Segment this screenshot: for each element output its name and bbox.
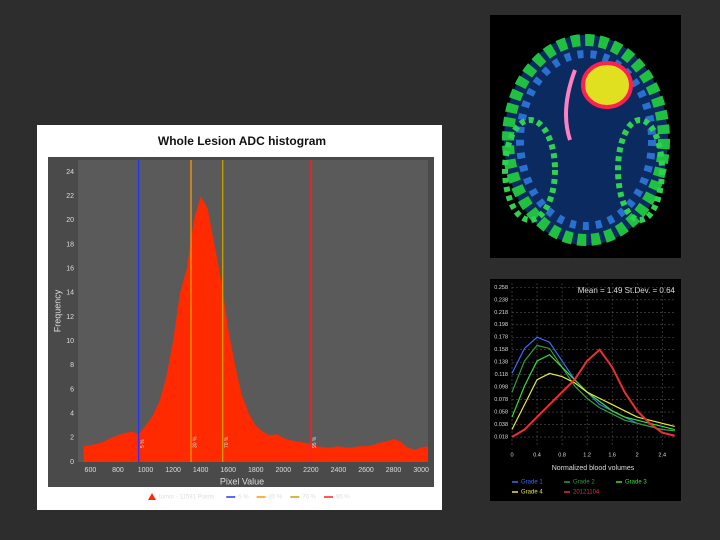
- x-tick-label: 800: [112, 467, 124, 474]
- y-tick-label: 0: [70, 459, 74, 466]
- legend-label: 5 %: [238, 495, 249, 501]
- y-tick-label: 20: [66, 217, 74, 224]
- y-tick-label: 0.098: [494, 385, 508, 391]
- y-tick-label: 2: [70, 435, 74, 442]
- legend-label: 95 %: [336, 495, 350, 501]
- cortex-inner: [516, 50, 656, 230]
- percentile-label: 30 %: [192, 436, 198, 448]
- x-tick-label: 1.2: [583, 452, 591, 458]
- y-tick-label: 0.078: [494, 397, 508, 403]
- y-tick-label: 12: [66, 314, 74, 321]
- series-line: [511, 348, 675, 438]
- legend-label: 30 %: [269, 495, 283, 501]
- x-tick-label: 0.4: [533, 452, 541, 458]
- legend-label: Grade 3: [625, 480, 647, 486]
- y-tick-label: 0.158: [494, 347, 508, 353]
- legend-label: tumor - 11591 Points: [159, 495, 214, 501]
- x-tick-label: 0.8: [558, 452, 566, 458]
- x-tick-label: 600: [85, 467, 97, 474]
- brain-image: [490, 15, 681, 258]
- x-tick-label: 2000: [276, 467, 292, 474]
- x-tick-label: 1400: [193, 467, 209, 474]
- x-tick-label: 1800: [248, 467, 264, 474]
- y-tick-label: 18: [66, 241, 74, 248]
- y-tick-label: 0.218: [494, 310, 508, 316]
- x-tick-label: 2: [636, 452, 639, 458]
- y-tick-label: 0.238: [494, 297, 508, 303]
- x-axis-label: Normalized blood volumes: [552, 465, 635, 472]
- x-tick-label: 2.4: [658, 452, 666, 458]
- chart-title: Whole Lesion ADC histogram: [158, 134, 326, 148]
- legend-label: 20121104: [573, 490, 600, 496]
- x-tick-label: 2400: [331, 467, 347, 474]
- x-tick-label: 1600: [220, 467, 236, 474]
- y-tick-label: 10: [66, 338, 74, 345]
- x-tick-label: 1200: [165, 467, 181, 474]
- x-tick-label: 2200: [303, 467, 319, 474]
- legend-label: Grade 2: [573, 480, 595, 486]
- x-tick-label: 2600: [358, 467, 374, 474]
- x-axis-label: Pixel Value: [220, 476, 264, 486]
- y-tick-label: 24: [66, 169, 74, 176]
- x-tick-label: 0: [510, 452, 513, 458]
- y-axis-label: Frequency: [52, 289, 62, 332]
- annotation: Mean = 1.49 St.Dev. = 0.64: [578, 286, 676, 295]
- y-tick-label: 8: [70, 362, 74, 369]
- x-tick-label: 3000: [413, 467, 429, 474]
- x-tick-label: 1000: [138, 467, 154, 474]
- gyri: [615, 117, 665, 223]
- lesion: [583, 63, 631, 107]
- y-tick-label: 0.038: [494, 422, 508, 428]
- y-tick-label: 0.138: [494, 360, 508, 366]
- percentile-label: 95 %: [312, 436, 318, 448]
- legend-swatch: [148, 493, 156, 500]
- percentile-label: 5 %: [140, 439, 146, 448]
- y-tick-label: 0.018: [494, 434, 508, 440]
- y-tick-label: 0.058: [494, 410, 508, 416]
- series-line: [511, 372, 675, 430]
- x-tick-label: 2800: [386, 467, 402, 474]
- y-tick-label: 22: [66, 193, 74, 200]
- gyri: [502, 117, 558, 223]
- y-tick-label: 6: [70, 386, 74, 393]
- legend-label: Grade 4: [521, 490, 543, 496]
- y-tick-label: 0.198: [494, 322, 508, 328]
- histogram-area: [83, 196, 428, 463]
- y-tick-label: 4: [70, 411, 74, 418]
- x-tick-label: 1.6: [608, 452, 616, 458]
- y-tick-label: 0.258: [494, 285, 508, 291]
- series-line: [511, 344, 675, 432]
- percentile-label: 70 %: [224, 436, 230, 448]
- legend-label: 70 %: [302, 495, 316, 501]
- y-tick-label: 16: [66, 266, 74, 273]
- y-tick-label: 14: [66, 290, 74, 297]
- plot-area: [78, 160, 428, 462]
- y-tick-label: 0.178: [494, 335, 508, 341]
- vessel: [564, 69, 577, 141]
- legend-label: Grade 1: [521, 480, 543, 486]
- y-tick-label: 0.118: [495, 372, 508, 378]
- cortex: [502, 34, 670, 246]
- series-line: [511, 353, 675, 431]
- lesion-rim: [581, 61, 633, 109]
